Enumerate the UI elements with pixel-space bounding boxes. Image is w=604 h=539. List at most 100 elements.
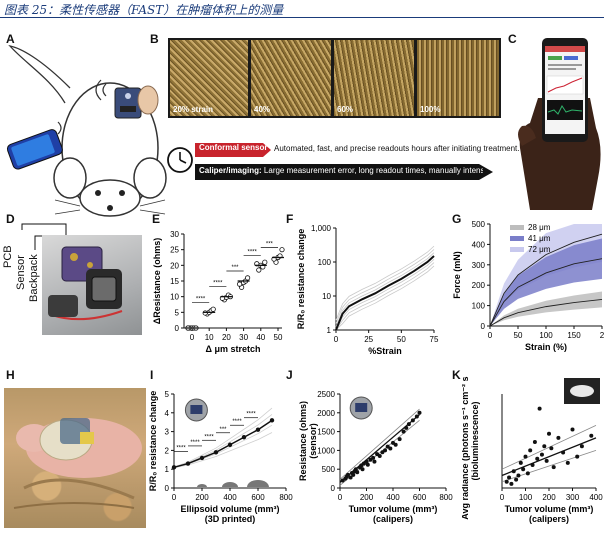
x-tick-label: 2 xyxy=(600,331,604,340)
data-point xyxy=(509,481,514,486)
data-point xyxy=(516,473,521,478)
data-point xyxy=(348,475,353,480)
y-tick-label: 1 xyxy=(165,465,170,474)
y-tick-label: 0 xyxy=(165,484,170,493)
data-point xyxy=(507,475,512,480)
x-tick-label: 75 xyxy=(430,335,439,344)
band-0 xyxy=(490,291,602,326)
x-axis-label: Tumor volume (mm³) xyxy=(349,504,438,514)
x-tick-label: 600 xyxy=(251,493,265,502)
data-point xyxy=(404,425,409,430)
data-point xyxy=(551,465,556,470)
data-point xyxy=(525,471,530,476)
data-point xyxy=(393,442,398,447)
data-point xyxy=(556,435,561,440)
data-point xyxy=(213,450,219,455)
data-point xyxy=(237,281,243,287)
y-tick-label: 15 xyxy=(170,277,179,286)
figure-caption: 图表 25：柔性传感器（FAST）在肿瘤体积上的测量 xyxy=(4,3,284,17)
data-point xyxy=(262,259,268,265)
legend-swatch-1 xyxy=(510,236,524,241)
data-point xyxy=(227,442,233,447)
chart-f: 0 25 50 75 1 10 100 1,000 %Strain R/R₀ resistance… xyxy=(296,224,439,356)
x-axis-label: %Strain xyxy=(368,346,402,356)
caption-rule xyxy=(0,17,604,18)
y-tick-label: 10 xyxy=(170,293,179,302)
conformal-sensor-arrow xyxy=(195,143,271,157)
sig-label: *** xyxy=(231,265,239,271)
y-axis-label: R/R₀ resistance change xyxy=(148,391,158,492)
data-point xyxy=(245,275,251,281)
x-tick-label: 50 xyxy=(397,335,406,344)
x-tick-label: 0 xyxy=(334,335,339,344)
x-axis-label-2: (calipers) xyxy=(529,514,569,524)
data-point xyxy=(171,465,177,470)
x-tick-label: 100 xyxy=(519,493,533,502)
replicate-line xyxy=(335,262,435,331)
data-point xyxy=(364,459,369,464)
panel-label-k: K xyxy=(452,368,461,382)
y-tick-label: 0 xyxy=(331,484,336,493)
strain-label-100: 100% xyxy=(420,105,441,114)
panel-label-f: F xyxy=(286,212,294,226)
data-point xyxy=(521,467,526,472)
data-point xyxy=(561,450,566,455)
data-point xyxy=(255,427,261,432)
data-point xyxy=(528,448,533,453)
x-tick-label: 25 xyxy=(364,335,373,344)
y-tick-label: 2500 xyxy=(317,390,335,399)
x-tick-label: 200 xyxy=(360,493,374,502)
data-point xyxy=(210,306,216,312)
y-axis-label: Avg radiance (photons s⁻¹ cm⁻² sr⁻¹) xyxy=(462,376,470,520)
y-tick-label: 500 xyxy=(472,220,486,229)
legend-label-2: 72 μm xyxy=(528,245,551,254)
data-point xyxy=(523,454,528,459)
y-tick-label: 1,000 xyxy=(311,224,332,233)
clock-icon xyxy=(167,147,193,173)
y-tick-label: 20 xyxy=(170,261,179,270)
panel-label-b: B xyxy=(150,32,159,46)
data-point xyxy=(547,431,551,436)
data-point xyxy=(565,460,570,465)
y-axis-label-2: (sensor) xyxy=(308,423,318,459)
chart-j: 0 200 400 600 800 0 500 1000 1500 2000 2500 Tumor v… xyxy=(298,390,453,524)
series-line-2 xyxy=(489,233,603,327)
x-tick-label: 200 xyxy=(542,493,556,502)
data-point xyxy=(575,454,580,459)
x-tick-label: 30 xyxy=(239,333,248,342)
sig-label: **** xyxy=(213,281,223,287)
y-axis-label: R/R₀ resistance change xyxy=(296,229,306,330)
x-tick-label: 100 xyxy=(539,331,553,340)
data-point xyxy=(579,444,584,449)
data-point xyxy=(353,467,358,472)
data-point xyxy=(544,458,549,463)
y-axis-label: Resistance (ohms) xyxy=(298,401,308,481)
data-point xyxy=(518,460,523,465)
replicate-line xyxy=(173,432,273,469)
data-point xyxy=(372,459,377,464)
y-tick-label: 2000 xyxy=(317,409,335,418)
replicate-line xyxy=(335,265,435,331)
panel-label-g: G xyxy=(452,212,462,226)
sig-label: *** xyxy=(219,427,227,433)
y-axis-label-2: (bioluminescence) xyxy=(470,401,480,480)
x-tick-label: 400 xyxy=(589,493,603,502)
panel-label-h: H xyxy=(6,368,15,382)
y-tick-label: 300 xyxy=(472,261,486,270)
data-point xyxy=(377,454,382,459)
replicate-line xyxy=(173,414,273,468)
sig-label: **** xyxy=(196,296,206,302)
data-point xyxy=(371,455,376,460)
panel-label-c: C xyxy=(508,32,517,46)
conformal-sensor-text: Automated, fast, and precise readouts ho… xyxy=(274,144,520,153)
strain-label-40: 40% xyxy=(254,105,271,114)
data-point xyxy=(256,267,262,273)
legend-label-1: 41 μm xyxy=(528,234,551,243)
x-axis-label-2: (3D printed) xyxy=(205,514,256,524)
x-tick-label: 0 xyxy=(338,493,343,502)
chart-i: 0 200 400 600 800 0 1 2 3 4 5 Ellipsoid volume (mm³… xyxy=(148,390,293,524)
panel-label-j: J xyxy=(286,368,293,382)
series-line-0 xyxy=(489,299,603,327)
x-axis-label: Tumor volume (mm³) xyxy=(505,504,594,514)
y-tick-label: 200 xyxy=(472,281,486,290)
